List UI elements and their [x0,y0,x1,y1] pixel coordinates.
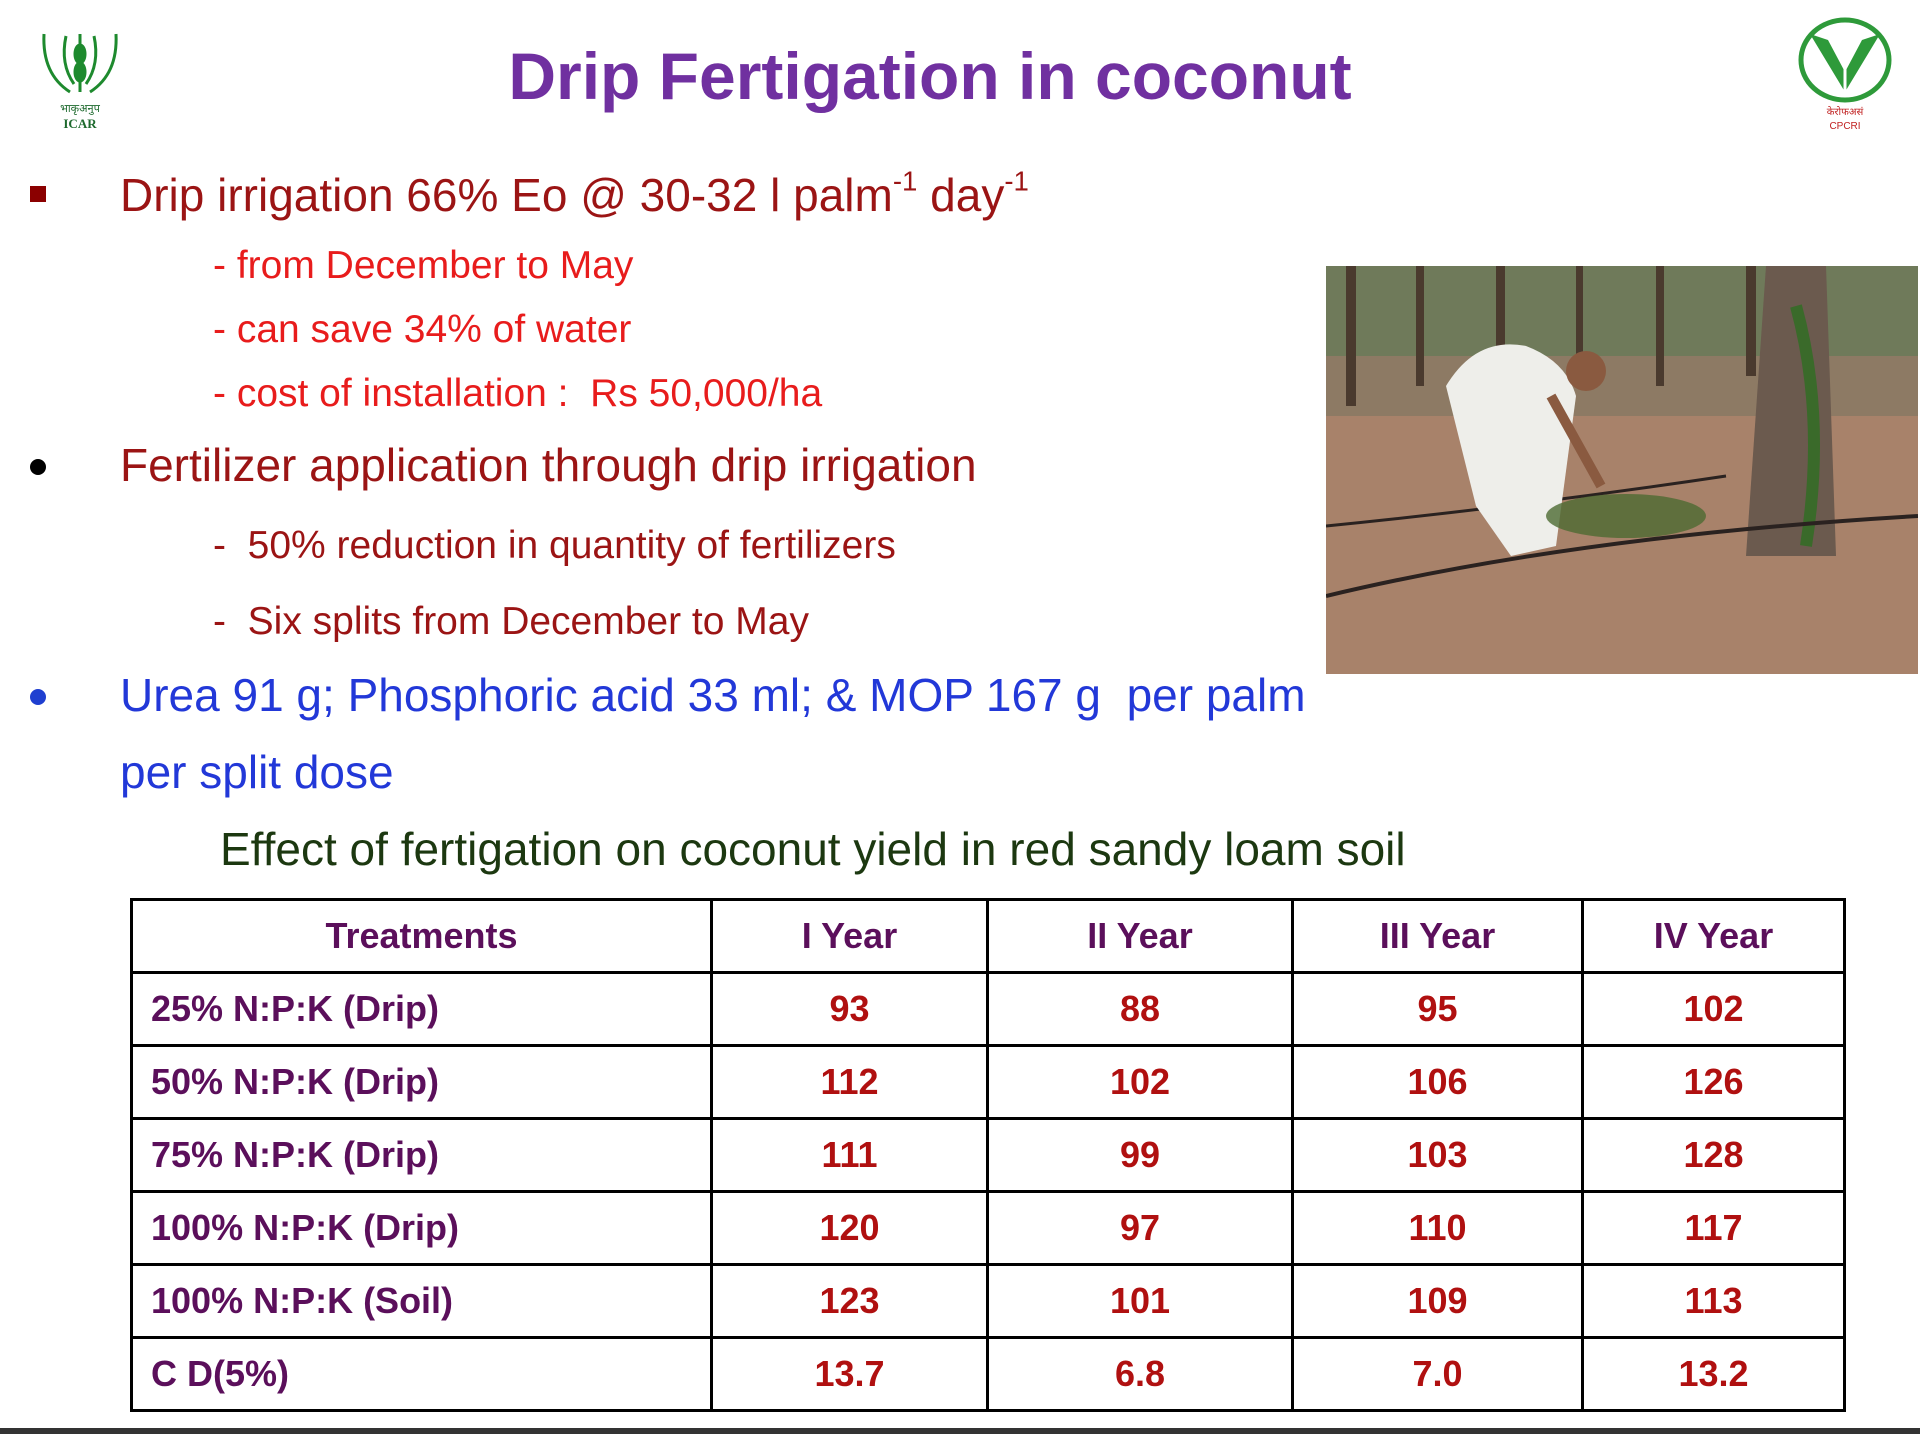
table-cell: 13.7 [710,1336,989,1412]
table-row: 50% N:P:K (Drip) 112 102 106 126 [130,1044,1846,1120]
table-cell: 6.8 [986,1336,1294,1412]
row-label: C D(5%) [130,1336,713,1412]
field-photo [1326,266,1918,674]
logo-label: CPCRI [1829,121,1860,132]
superscript: -1 [892,165,918,197]
table-cell: 112 [710,1044,989,1120]
slide-title: Drip Fertigation in coconut [508,39,1352,113]
table-cell: 111 [710,1117,989,1193]
row-label: 75% N:P:K (Drip) [130,1117,713,1193]
table-cell: 95 [1291,971,1584,1047]
text-segment: Fertilizer application through drip irri… [120,439,977,491]
column-header: Treatments [130,898,713,974]
table-cell: 103 [1291,1117,1584,1193]
bottom-edge [0,1428,1920,1434]
sub-item: - can save 34% of water [213,308,632,351]
table-cell: 93 [710,971,989,1047]
table-cell: 126 [1581,1044,1846,1120]
table-cell: 102 [1581,971,1846,1047]
column-header: IV Year [1581,898,1846,974]
table-cell: 101 [986,1263,1294,1339]
column-header: III Year [1291,898,1584,974]
bullet-marker [30,186,46,202]
logo-label: ICAR [63,116,97,131]
row-label: 50% N:P:K (Drip) [130,1044,713,1120]
bullet-text: Drip irrigation 66% Eo @ 30-32 l palm-1 … [120,165,1029,222]
row-label: 25% N:P:K (Drip) [130,971,713,1047]
table-row: 25% N:P:K (Drip) 93 88 95 102 [130,971,1846,1047]
table-cell: 109 [1291,1263,1584,1339]
sub-item: - cost of installation : Rs 50,000/ha [213,372,823,415]
cpcri-logo: केरोफअसं CPCRI [1798,17,1892,132]
sub-item: - 50% reduction in quantity of fertilize… [213,524,896,567]
table-cell: 13.2 [1581,1336,1846,1412]
table-cell: 123 [710,1263,989,1339]
row-label: 100% N:P:K (Soil) [130,1263,713,1339]
sub-item: - Six splits from December to May [213,600,809,643]
bullet-marker [30,689,46,705]
bullet-marker [30,459,46,475]
header-row: Treatments I Year II Year III Year IV Year [130,898,1846,974]
bullet-text: Urea 91 g; Phosphoric acid 33 ml; & MOP … [120,669,1306,721]
table-cell: 88 [986,971,1294,1047]
column-header: I Year [710,898,989,974]
table-row: C D(5%) 13.7 6.8 7.0 13.2 [130,1336,1846,1412]
table-cell: 97 [986,1190,1294,1266]
icar-logo: भाकृअनुप ICAR [42,33,118,131]
text-segment: day [917,169,1005,221]
table-caption: Effect of fertigation on coconut yield i… [220,823,1406,875]
table-row: 75% N:P:K (Drip) 111 99 103 128 [130,1117,1846,1193]
logo-script: भाकृअनुप [60,103,101,115]
table-row: 100% N:P:K (Drip) 120 97 110 117 [130,1190,1846,1266]
bullet-text: Fertilizer application through drip irri… [120,438,977,492]
table-cell: 117 [1581,1190,1846,1266]
yield-table: Treatments I Year II Year III Year IV Year 25… [130,898,1846,1412]
table-cell: 128 [1581,1117,1846,1193]
sub-item: - from December to May [213,244,634,287]
table-cell: 99 [986,1117,1294,1193]
table-cell: 106 [1291,1044,1584,1120]
table-cell: 113 [1581,1263,1846,1339]
table-cell: 7.0 [1291,1336,1584,1412]
column-header: II Year [986,898,1294,974]
superscript: -1 [1004,165,1029,197]
table-cell: 110 [1291,1190,1584,1266]
table-row: 100% N:P:K (Soil) 123 101 109 113 [130,1263,1846,1339]
table-cell: 102 [986,1044,1294,1120]
bullet-text: per split dose [120,746,394,798]
text-segment: Drip irrigation 66% Eo @ 30-32 l palm [120,169,893,221]
row-label: 100% N:P:K (Drip) [130,1190,713,1266]
table-cell: 120 [710,1190,989,1266]
logo-script: केरोफअसं [1827,106,1864,118]
